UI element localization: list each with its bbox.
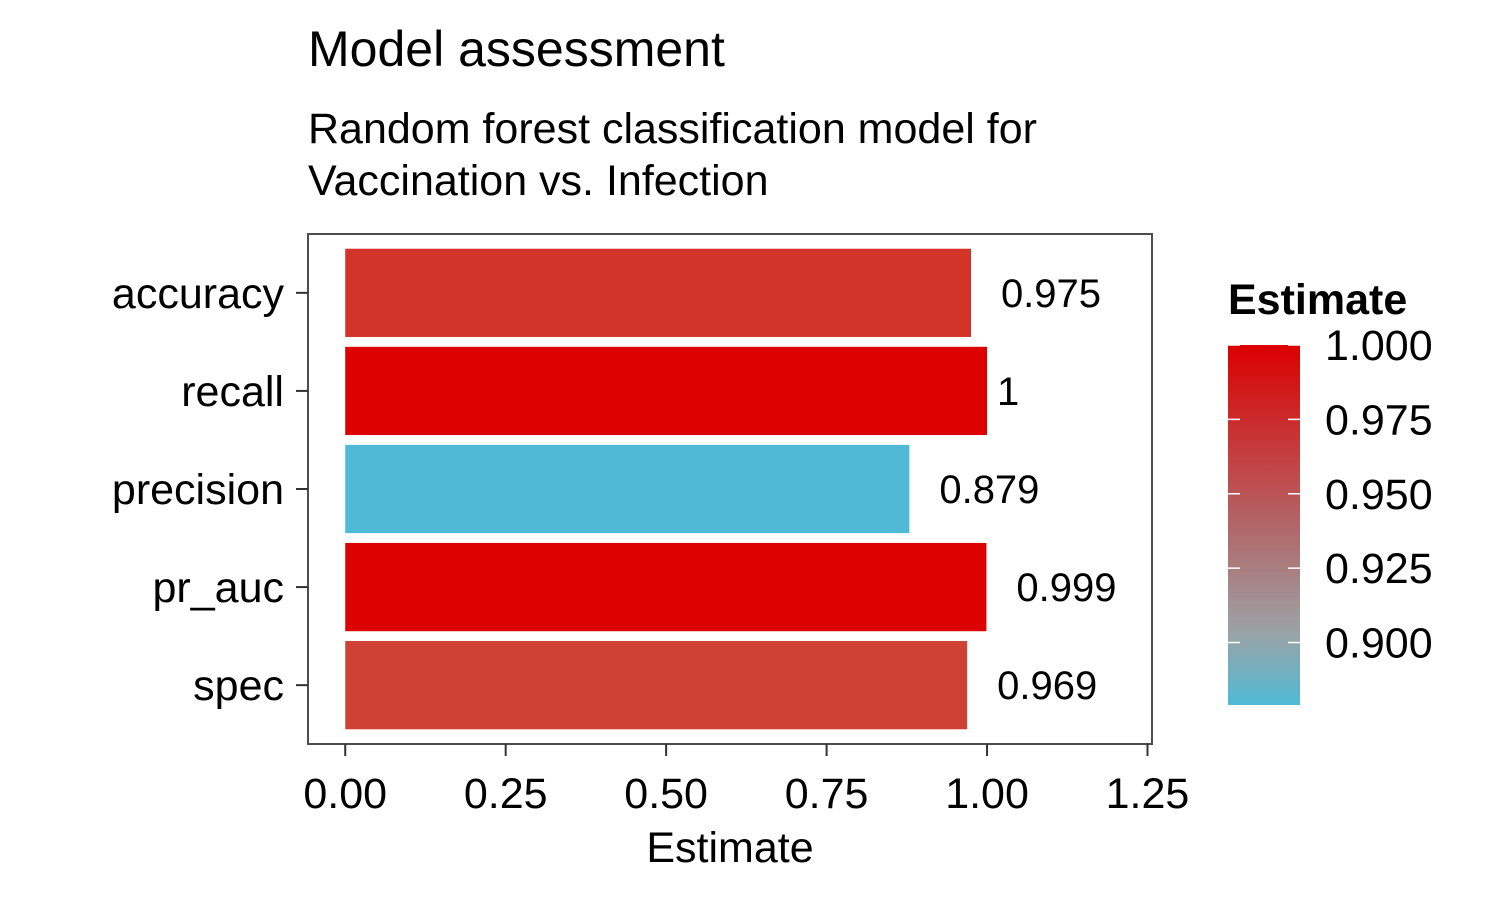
legend-colorbar: [1228, 345, 1300, 705]
value-labels-layer: 0.975 1 0.879 0.999 0.969: [939, 272, 1116, 708]
legend-title: Estimate: [1228, 276, 1407, 324]
legend: Estimate 0.900 0.925 0.950 0.975 1.000: [1228, 276, 1433, 705]
bar-precision: [345, 444, 910, 534]
legend-tick-label: 1.000: [1325, 322, 1433, 370]
legend-tick-label: 0.950: [1325, 471, 1433, 519]
y-tick-label-precision: precision: [112, 466, 284, 514]
x-tick-label: 1.00: [945, 770, 1029, 818]
value-label-pr-auc: 0.999: [1016, 566, 1116, 610]
value-label-recall: 1: [997, 370, 1019, 414]
value-label-accuracy: 0.975: [1001, 272, 1101, 316]
x-tick-label: 0.00: [303, 770, 387, 818]
x-tick-label: 1.25: [1106, 770, 1190, 818]
bar-spec: [345, 641, 968, 730]
value-label-spec: 0.969: [997, 664, 1097, 708]
bar-recall: [345, 346, 988, 436]
x-tick-label: 0.50: [624, 770, 708, 818]
chart-title: Model assessment: [308, 21, 725, 77]
legend-ticks: 0.900 0.925 0.950 0.975 1.000: [1228, 322, 1433, 668]
x-axis-title: Estimate: [646, 824, 813, 872]
bars-layer: [345, 248, 988, 730]
legend-tick-label: 0.925: [1325, 545, 1433, 593]
x-tick-label: 0.25: [464, 770, 548, 818]
chart-subtitle-line-1: Random forest classification model for: [308, 105, 1037, 153]
x-tick-label: 0.75: [785, 770, 869, 818]
y-tick-label-recall: recall: [181, 368, 284, 416]
y-tick-label-spec: spec: [193, 662, 284, 710]
x-axis: 0.00 0.25 0.50 0.75 1.00 1.25: [303, 744, 1189, 818]
legend-tick-label: 0.975: [1325, 396, 1433, 444]
chart-subtitle-line-2: Vaccination vs. Infection: [308, 157, 769, 205]
bar-pr-auc: [345, 542, 987, 632]
bar-accuracy: [345, 248, 972, 337]
value-label-precision: 0.879: [939, 468, 1039, 512]
y-tick-label-pr-auc: pr_auc: [153, 564, 284, 612]
y-tick-label-accuracy: accuracy: [112, 270, 285, 318]
legend-tick-label: 0.900: [1325, 620, 1433, 668]
